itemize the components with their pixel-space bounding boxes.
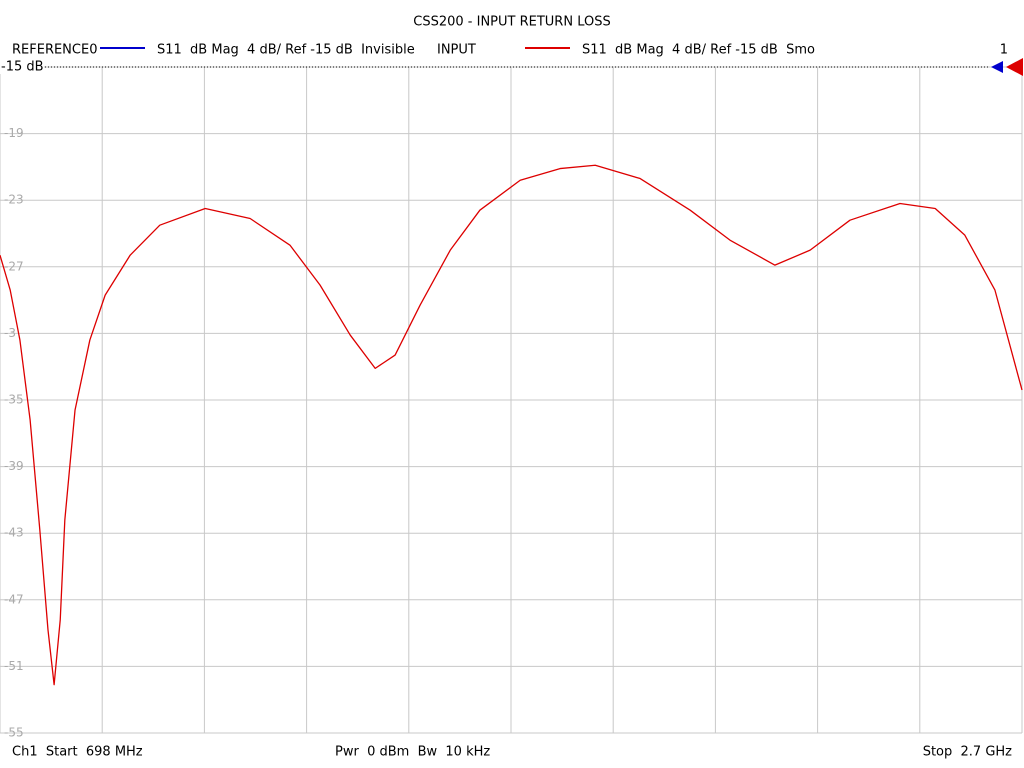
legend-label: S11 dB Mag 4 dB/ Ref -15 dB Smo — [582, 43, 815, 58]
y-tick-label: -39 — [4, 459, 24, 473]
y-tick-label: -43 — [4, 526, 24, 540]
reference-label: S11 dB Mag 4 dB/ Ref -15 dB Invisible — [157, 43, 415, 58]
input-marker — [1006, 58, 1023, 76]
ref-label: -15 dB — [1, 60, 44, 75]
trace — [0, 164, 1023, 686]
chart-title: CSS200 - INPUT RETURN LOSS — [413, 15, 610, 30]
legend-name: INPUT — [437, 43, 476, 58]
ref-label-bg — [0, 59, 44, 74]
y-tick-label: -27 — [4, 259, 24, 273]
channel-number: 1 — [1000, 43, 1008, 58]
y-tick-label: -35 — [4, 393, 24, 407]
y-tick-label: -47 — [4, 592, 24, 606]
footer-stop: Stop 2.7 GHz — [923, 745, 1012, 760]
reference-marker — [991, 61, 1003, 73]
y-tick-label: -19 — [4, 126, 24, 140]
y-tick-label: -23 — [4, 193, 24, 207]
y-tick-label: -3 — [4, 326, 16, 340]
y-tick-label: -51 — [4, 659, 24, 673]
footer-start: Ch1 Start 698 MHz — [12, 745, 143, 760]
y-tick-label: -55 — [4, 726, 24, 740]
footer-power: Pwr 0 dBm Bw 10 kHz — [335, 745, 490, 760]
reference-name: REFERENCE0 — [12, 43, 97, 58]
